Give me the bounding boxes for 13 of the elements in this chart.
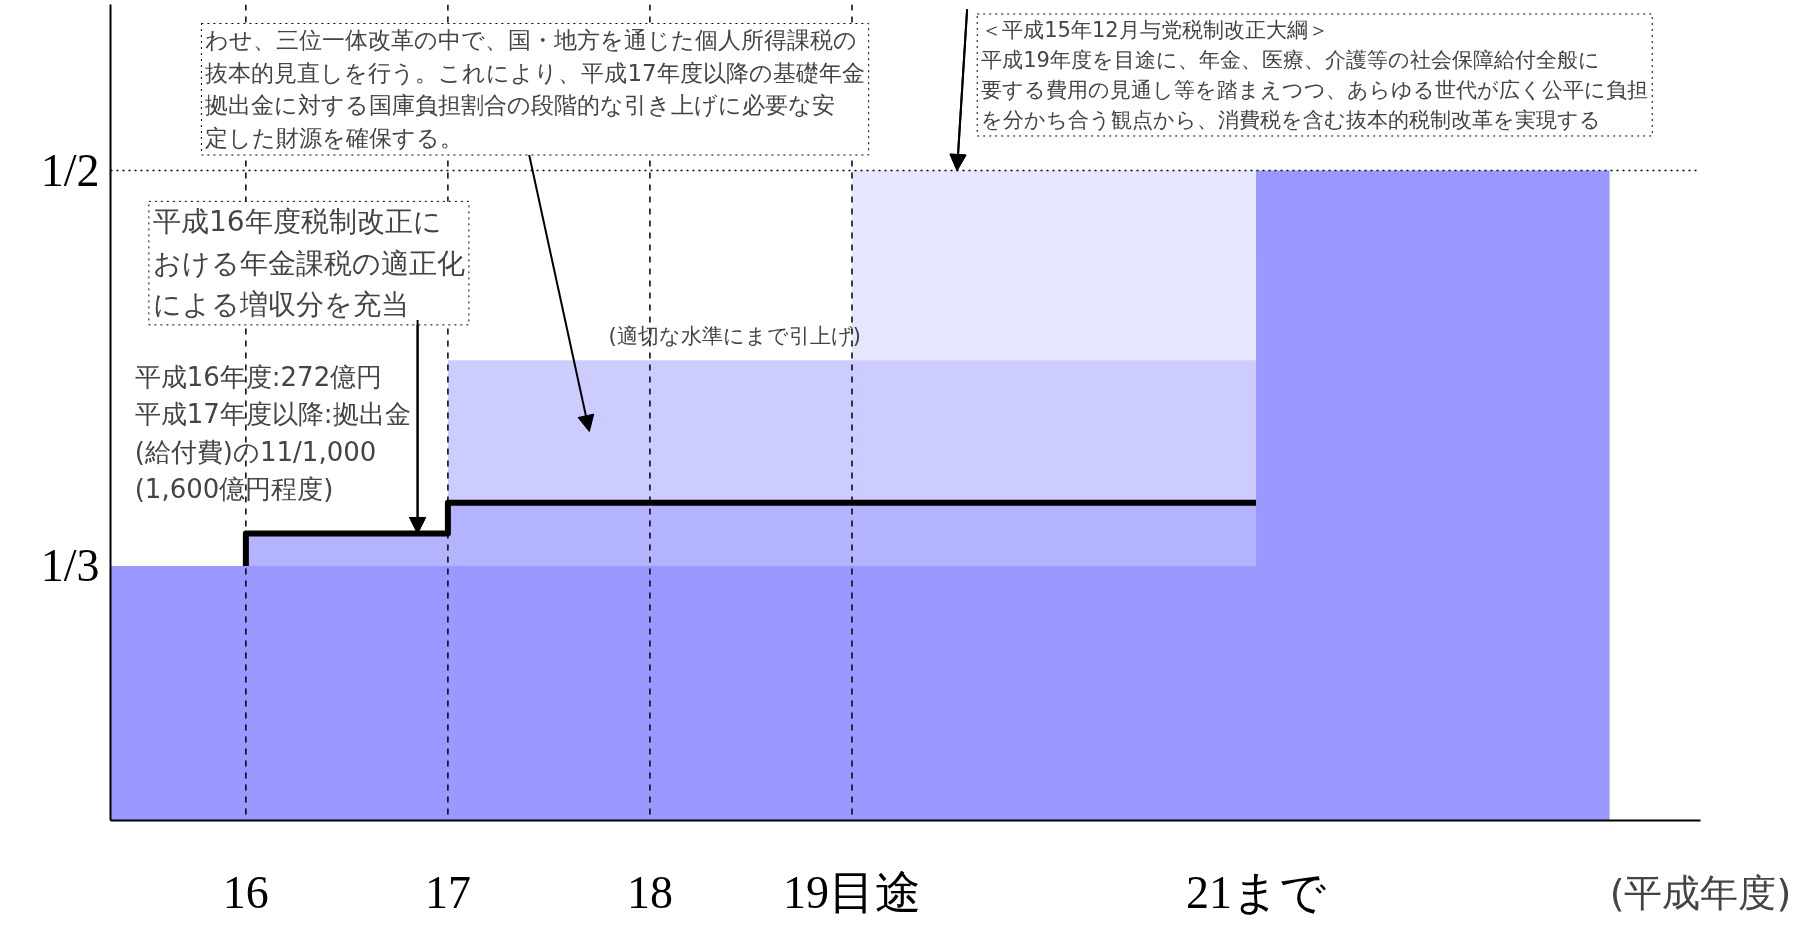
x-tick-label: 19目途	[782, 866, 921, 918]
annotation: (適切な水準にまで引上げ)	[608, 323, 861, 348]
y-tick-label: 1/3	[40, 540, 100, 592]
annotation: わせ、三位一体改革の中で、国・地方を通じた個人所得課税の抜本的見直しを行う。これにより、平成17年度以降の基礎年金拠出金に対する国庫負担割合の段階的な引き上げに必要な安定した財源を確保する。	[205, 27, 865, 151]
annotation: 平成16年度:272億円平成17年度以降:拠出金(給付費)の11/1,000(1,600億円程度)	[134, 361, 411, 505]
x-tick-label: 18	[626, 866, 673, 918]
x-tick-label: 17	[424, 866, 471, 918]
x-tick-label: 21まで	[1186, 866, 1327, 918]
x-axis-title: (平成年度)	[1609, 870, 1792, 915]
y-tick-label: 1/2	[40, 145, 100, 197]
x-tick-label: 16	[222, 866, 269, 918]
annotation: 平成16年度税制改正における年金課税の適正化による増収分を充当	[152, 205, 465, 321]
annotation: ＜平成15年12月与党税制改正大綱＞平成19年度を目途に、年金、医療、介護等の社会保障給付全般に要する費用の見通し等を踏まえつつ、あらゆる世代が広く公平に負担を分かち合う観点から、消費税を含む抜本的税制改革を実現する	[981, 17, 1649, 132]
